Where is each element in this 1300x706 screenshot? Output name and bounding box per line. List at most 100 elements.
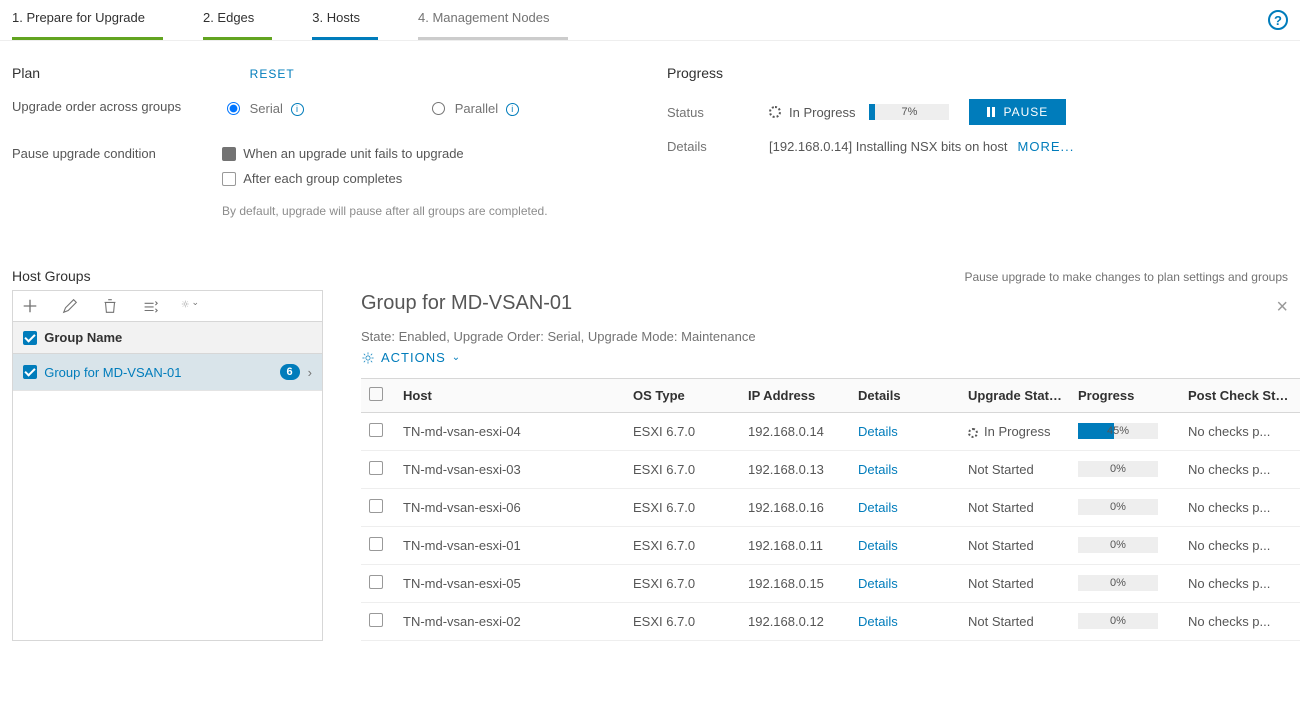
cell-os: ESXI 6.7.0 xyxy=(625,450,740,488)
cell-status: Not Started xyxy=(960,526,1070,564)
cell-postcheck: No checks p... xyxy=(1180,488,1300,526)
chevron-right-icon: › xyxy=(308,365,312,380)
col-os-type[interactable]: OS Type xyxy=(625,378,740,412)
order-label: Upgrade order across groups xyxy=(12,99,222,114)
checkbox-fail[interactable] xyxy=(222,147,236,161)
col-post-check-status[interactable]: Post Check Status xyxy=(1180,378,1300,412)
cell-ip: 192.168.0.11 xyxy=(740,526,850,564)
radio-serial[interactable]: Serial i xyxy=(222,101,307,116)
row-checkbox[interactable] xyxy=(369,613,383,627)
select-all-groups-checkbox[interactable] xyxy=(23,331,37,345)
cell-host: TN-md-vsan-esxi-05 xyxy=(395,564,625,602)
group-name: Group for MD-VSAN-01 xyxy=(44,365,181,380)
radio-parallel-input[interactable] xyxy=(432,102,445,115)
table-row: TN-md-vsan-esxi-04ESXI 6.7.0192.168.0.14… xyxy=(361,412,1300,450)
info-icon[interactable]: i xyxy=(291,103,304,116)
group-row[interactable]: Group for MD-VSAN-01 6 › xyxy=(13,354,322,391)
cell-progress: 0% xyxy=(1070,602,1180,640)
cell-host: TN-md-vsan-esxi-02 xyxy=(395,602,625,640)
cell-ip: 192.168.0.12 xyxy=(740,602,850,640)
cell-status: Not Started xyxy=(960,450,1070,488)
cell-status: Not Started xyxy=(960,602,1070,640)
delete-icon[interactable] xyxy=(101,297,119,315)
status-text: In Progress xyxy=(789,105,855,120)
default-note: By default, upgrade will pause after all… xyxy=(222,204,548,218)
panel-title: Group for MD-VSAN-01 xyxy=(361,292,1300,315)
group-name-header: Group Name xyxy=(44,330,122,345)
table-row: TN-md-vsan-esxi-06ESXI 6.7.0192.168.0.16… xyxy=(361,488,1300,526)
col-progress[interactable]: Progress xyxy=(1070,378,1180,412)
cell-host: TN-md-vsan-esxi-06 xyxy=(395,488,625,526)
row-checkbox[interactable] xyxy=(369,461,383,475)
group-checkbox[interactable] xyxy=(23,365,37,379)
radio-parallel[interactable]: Parallel i xyxy=(427,101,519,116)
reset-button[interactable]: RESET xyxy=(250,67,295,81)
details-link[interactable]: Details xyxy=(850,602,960,640)
radio-serial-input[interactable] xyxy=(227,102,240,115)
edit-icon[interactable] xyxy=(61,297,79,315)
details-text: [192.168.0.14] Installing NSX bits on ho… xyxy=(769,139,1008,154)
row-checkbox[interactable] xyxy=(369,499,383,513)
pause-note: Pause upgrade to make changes to plan se… xyxy=(964,270,1288,284)
table-row: TN-md-vsan-esxi-02ESXI 6.7.0192.168.0.12… xyxy=(361,602,1300,640)
wizard-step-hosts[interactable]: 3. Hosts xyxy=(312,0,378,40)
pause-button[interactable]: PAUSE xyxy=(969,99,1066,125)
cell-progress: 0% xyxy=(1070,488,1180,526)
cell-status: Not Started xyxy=(960,564,1070,602)
row-checkbox[interactable] xyxy=(369,537,383,551)
table-row: TN-md-vsan-esxi-03ESXI 6.7.0192.168.0.13… xyxy=(361,450,1300,488)
actions-menu[interactable]: ACTIONS ⌄ xyxy=(361,350,461,365)
cell-status: In Progress xyxy=(960,412,1070,450)
details-link[interactable]: Details xyxy=(850,526,960,564)
details-link[interactable]: Details xyxy=(850,412,960,450)
cell-progress: 0% xyxy=(1070,526,1180,564)
progress-title: Progress xyxy=(667,65,1288,81)
wizard-step-management-nodes[interactable]: 4. Management Nodes xyxy=(418,0,568,40)
cell-progress: 45% xyxy=(1070,412,1180,450)
panel-state: State: Enabled, Upgrade Order: Serial, U… xyxy=(361,329,1300,344)
table-row: TN-md-vsan-esxi-05ESXI 6.7.0192.168.0.15… xyxy=(361,564,1300,602)
wizard-step-edges[interactable]: 2. Edges xyxy=(203,0,272,40)
row-checkbox[interactable] xyxy=(369,575,383,589)
cell-postcheck: No checks p... xyxy=(1180,602,1300,640)
reorder-icon[interactable] xyxy=(141,297,159,315)
details-label: Details xyxy=(667,139,769,154)
more-link[interactable]: MORE... xyxy=(1018,139,1075,154)
wizard-tabs: 1. Prepare for Upgrade 2. Edges 3. Hosts 4.… xyxy=(0,0,1300,41)
cell-os: ESXI 6.7.0 xyxy=(625,412,740,450)
cell-postcheck: No checks p... xyxy=(1180,526,1300,564)
spinner-icon xyxy=(968,428,978,438)
status-label: Status xyxy=(667,105,769,120)
cell-ip: 192.168.0.13 xyxy=(740,450,850,488)
info-icon[interactable]: i xyxy=(506,103,519,116)
cell-progress: 0% xyxy=(1070,564,1180,602)
col-upgrade-status[interactable]: Upgrade Status xyxy=(960,378,1070,412)
wizard-step-prepare-for-upgrade[interactable]: 1. Prepare for Upgrade xyxy=(12,0,163,40)
cell-postcheck: No checks p... xyxy=(1180,412,1300,450)
col-ip-address[interactable]: IP Address xyxy=(740,378,850,412)
cell-status: Not Started xyxy=(960,488,1070,526)
cell-host: TN-md-vsan-esxi-01 xyxy=(395,526,625,564)
cell-os: ESXI 6.7.0 xyxy=(625,564,740,602)
gear-icon[interactable]: ⌄ xyxy=(181,297,199,315)
cell-ip: 192.168.0.14 xyxy=(740,412,850,450)
details-link[interactable]: Details xyxy=(850,450,960,488)
group-count-badge: 6 xyxy=(280,364,300,380)
host-groups-title: Host Groups xyxy=(12,268,91,284)
checkbox-each-group[interactable] xyxy=(222,172,236,186)
select-all-hosts-checkbox[interactable] xyxy=(369,387,383,401)
cell-os: ESXI 6.7.0 xyxy=(625,526,740,564)
cell-host: TN-md-vsan-esxi-04 xyxy=(395,412,625,450)
details-link[interactable]: Details xyxy=(850,564,960,602)
row-checkbox[interactable] xyxy=(369,423,383,437)
details-link[interactable]: Details xyxy=(850,488,960,526)
cell-ip: 192.168.0.16 xyxy=(740,488,850,526)
cell-postcheck: No checks p... xyxy=(1180,450,1300,488)
add-icon[interactable] xyxy=(21,297,39,315)
cell-progress: 0% xyxy=(1070,450,1180,488)
col-host[interactable]: Host xyxy=(395,378,625,412)
help-icon[interactable]: ? xyxy=(1268,10,1288,30)
col-details[interactable]: Details xyxy=(850,378,960,412)
spinner-icon xyxy=(769,106,781,118)
close-icon[interactable]: × xyxy=(1276,296,1288,319)
